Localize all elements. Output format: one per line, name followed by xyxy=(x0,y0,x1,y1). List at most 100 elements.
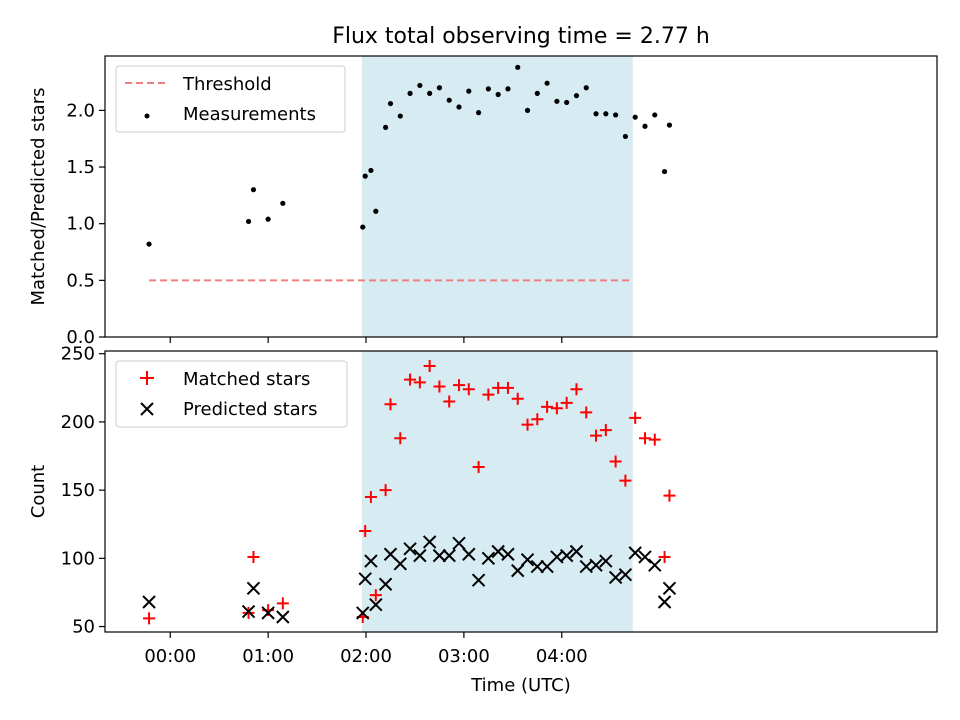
predicted-stars-point xyxy=(462,547,476,561)
predicted-stars-point xyxy=(628,546,642,560)
measurement-point xyxy=(613,112,619,118)
count-panel-legend: Matched stars Predicted stars xyxy=(115,360,348,428)
predicted-stars-point xyxy=(142,595,156,609)
y-tick-label: 200 xyxy=(61,412,95,433)
measurement-point xyxy=(146,241,152,247)
measurement-point xyxy=(407,90,413,96)
measurement-point xyxy=(622,133,629,140)
predicted-stars-point xyxy=(261,606,275,620)
matched-stars-point xyxy=(531,413,544,426)
y-tick: 1.0 xyxy=(66,214,105,235)
y-tick: 150 xyxy=(61,480,105,501)
measurement-point xyxy=(250,187,257,193)
x-tick: 00:00 xyxy=(144,632,196,667)
matched-stars-point xyxy=(394,432,407,445)
y-tick: 0.5 xyxy=(66,270,105,291)
observing-window-band xyxy=(361,56,633,337)
ratio-panel-legend: Threshold Measurements xyxy=(115,65,346,133)
legend-measurements-swatch xyxy=(144,113,150,119)
matched-stars-point xyxy=(560,396,573,409)
measurement-point xyxy=(280,200,286,206)
predicted-stars-point xyxy=(413,548,427,563)
measurement-point xyxy=(373,208,379,214)
legend-measurements-label: Measurements xyxy=(183,104,316,125)
measurement-point xyxy=(632,114,638,120)
matched-stars-point xyxy=(521,418,534,431)
matched-stars-point xyxy=(359,525,372,538)
observing-window-band xyxy=(361,351,633,632)
legend-predicted-swatch xyxy=(140,402,154,416)
measurement-point xyxy=(573,93,580,99)
measurement-point xyxy=(436,85,443,91)
legend-matched-label: Matched stars xyxy=(183,369,310,390)
measurement-point xyxy=(544,80,550,86)
legend-box xyxy=(115,360,348,428)
predicted-stars-point xyxy=(481,551,496,566)
predicted-stars-point xyxy=(358,572,372,586)
matched-stars-point xyxy=(570,383,583,396)
matched-stars-point xyxy=(599,424,612,437)
ratio-panel-frame xyxy=(104,55,938,338)
measurement-point xyxy=(583,85,589,91)
x-tick-label: 04:00 xyxy=(536,646,588,667)
ratio-panel: 0.00.51.01.52.0 Matched/Predicted stars … xyxy=(28,55,938,348)
matched-stars-point xyxy=(453,379,466,392)
matched-stars-point xyxy=(472,460,485,473)
matched-stars-point xyxy=(638,432,651,445)
predicted-stars-point xyxy=(369,598,383,612)
matched-stars-point xyxy=(501,381,514,394)
x-tick: 03:00 xyxy=(438,632,490,667)
predicted-stars-point xyxy=(403,542,417,556)
measurement-point xyxy=(505,86,511,92)
chart-title: Flux total observing time = 2.77 h xyxy=(332,24,710,49)
predicted-stars-point xyxy=(638,550,652,564)
matched-stars-point xyxy=(413,376,426,389)
matched-stars-point xyxy=(443,395,456,408)
predicted-stars-point xyxy=(569,544,584,559)
matched-stars-point xyxy=(462,383,475,396)
measurement-point xyxy=(554,98,560,104)
matched-stars-point xyxy=(648,433,661,446)
measurement-point xyxy=(475,110,482,116)
matched-stars-point xyxy=(384,398,397,411)
predicted-stars-point xyxy=(589,558,603,572)
matched-stars-point xyxy=(609,455,622,468)
series-measurements xyxy=(146,64,673,247)
measurement-point xyxy=(534,90,540,96)
measurement-point xyxy=(368,167,374,174)
matched-stars-point xyxy=(247,550,260,563)
predicted-stars-point xyxy=(432,548,447,563)
predicted-stars-point xyxy=(618,568,633,582)
predicted-stars-point xyxy=(356,606,370,620)
measurement-point xyxy=(427,90,433,96)
measurement-point xyxy=(642,123,648,129)
y-tick: 250 xyxy=(61,344,105,365)
x-tick: 01:00 xyxy=(242,632,294,667)
predicted-stars-point xyxy=(657,595,672,609)
measurement-point xyxy=(524,107,531,113)
predicted-stars-point xyxy=(648,558,662,572)
legend-matched-swatch xyxy=(140,371,154,385)
predicted-stars-point xyxy=(559,548,574,563)
y-tick-label: 0.0 xyxy=(66,327,95,348)
matched-stars-point xyxy=(482,388,495,401)
measurement-point xyxy=(446,97,452,103)
y-tick-label: 1.0 xyxy=(66,214,95,235)
measurement-point xyxy=(417,82,423,89)
predicted-stars-point xyxy=(276,610,290,624)
predicted-stars-point xyxy=(241,604,256,619)
x-axis-label: Time (UTC) xyxy=(470,675,571,696)
predicted-stars-point xyxy=(393,557,407,571)
ratio-panel-y-label: Matched/Predicted stars xyxy=(28,88,49,306)
predicted-stars-point xyxy=(364,554,378,568)
measurement-point xyxy=(564,99,570,106)
x-tick: 04:00 xyxy=(536,632,588,667)
y-tick-label: 0.5 xyxy=(66,270,95,291)
x-tick: 02:00 xyxy=(340,632,392,667)
y-tick-label: 100 xyxy=(61,548,95,569)
matched-stars-point xyxy=(663,489,676,502)
predicted-stars-point xyxy=(452,536,466,551)
count-panel-y-label: Count xyxy=(28,465,49,518)
measurement-point xyxy=(382,124,389,130)
x-tick-label: 01:00 xyxy=(242,646,294,667)
